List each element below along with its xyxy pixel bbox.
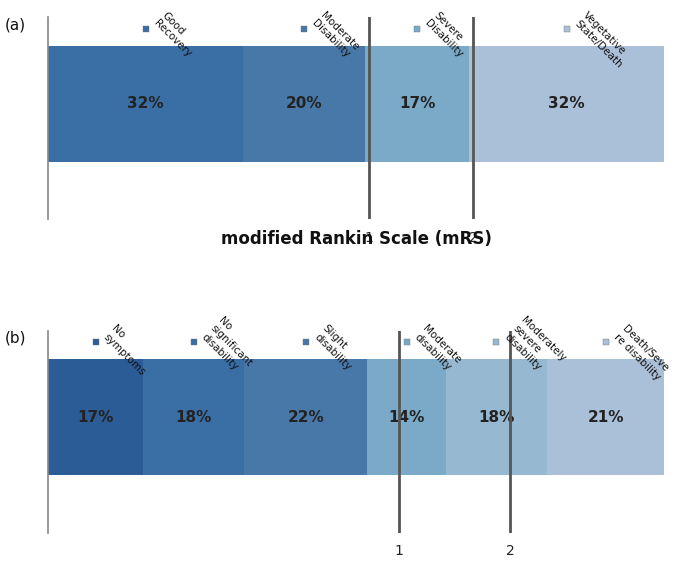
Bar bbox=[244, 360, 367, 475]
Bar bbox=[143, 360, 244, 475]
Text: Moderate
disability: Moderate disability bbox=[413, 324, 463, 373]
Text: 2: 2 bbox=[469, 231, 477, 245]
Text: 21%: 21% bbox=[587, 410, 624, 425]
Title: modified Rankin Scale (mRS): modified Rankin Scale (mRS) bbox=[221, 230, 492, 248]
Text: 18%: 18% bbox=[175, 410, 212, 425]
Text: Moderately
severe
disability: Moderately severe disability bbox=[503, 315, 567, 380]
Text: 32%: 32% bbox=[127, 97, 164, 112]
Text: (a): (a) bbox=[5, 17, 26, 32]
Text: Slight
disability: Slight disability bbox=[312, 324, 361, 372]
Bar bbox=[547, 360, 664, 475]
Bar bbox=[446, 360, 547, 475]
Text: 1: 1 bbox=[364, 231, 373, 245]
Bar bbox=[365, 46, 469, 162]
Text: 22%: 22% bbox=[288, 410, 324, 425]
Text: 17%: 17% bbox=[77, 410, 114, 425]
Text: No
significant
disability: No significant disability bbox=[200, 315, 262, 377]
Text: 32%: 32% bbox=[549, 97, 585, 112]
Text: Vegetative
State/Death: Vegetative State/Death bbox=[573, 10, 632, 69]
Text: Good
Recovery: Good Recovery bbox=[152, 10, 201, 60]
Bar bbox=[469, 46, 664, 162]
Text: 14%: 14% bbox=[388, 410, 425, 425]
Text: 2: 2 bbox=[506, 544, 514, 558]
Text: 1: 1 bbox=[395, 544, 403, 558]
Text: No
symptoms: No symptoms bbox=[102, 324, 155, 377]
Bar bbox=[48, 360, 143, 475]
Bar bbox=[243, 46, 365, 162]
Bar bbox=[367, 360, 446, 475]
Bar bbox=[48, 46, 243, 162]
Text: 18%: 18% bbox=[478, 410, 514, 425]
Text: (b): (b) bbox=[5, 331, 26, 346]
Text: Moderate
Disability: Moderate Disability bbox=[310, 10, 361, 60]
Text: 20%: 20% bbox=[286, 97, 323, 112]
Text: Death/Seve
re disability: Death/Seve re disability bbox=[612, 324, 670, 382]
Text: 17%: 17% bbox=[399, 97, 436, 112]
Text: Severe
Disability: Severe Disability bbox=[423, 10, 473, 60]
